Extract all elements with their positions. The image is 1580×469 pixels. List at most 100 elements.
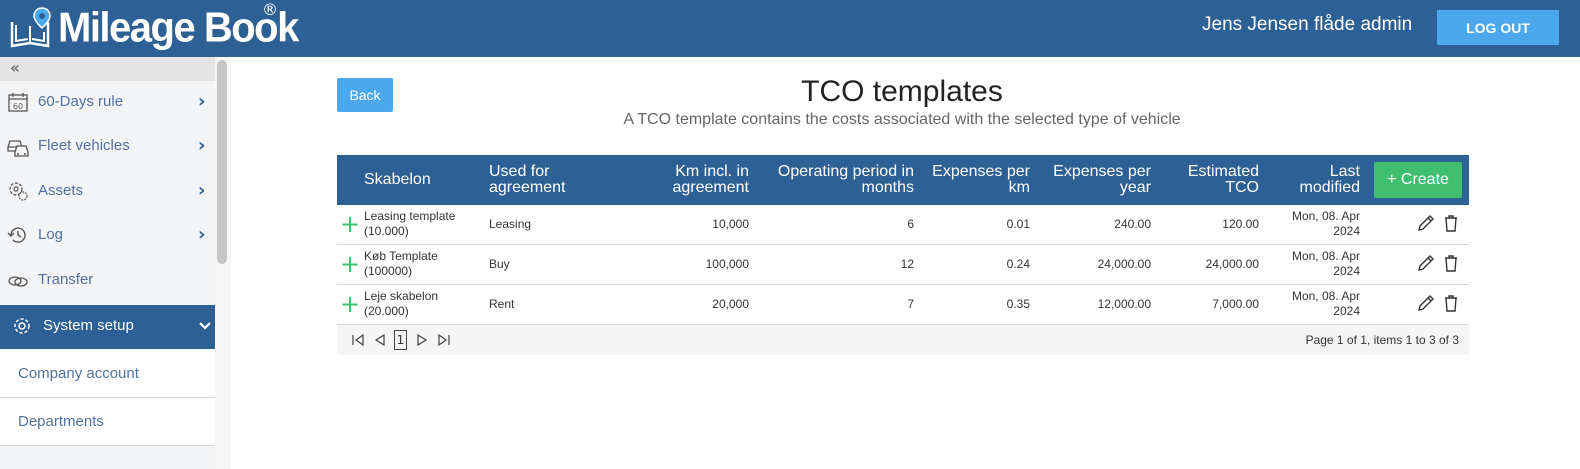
history-icon xyxy=(7,227,26,243)
cell-last-modified: Mon, 08. Apr 2024 xyxy=(1267,249,1360,279)
sidebar-item-fleet-vehicles[interactable]: Fleet vehicles › xyxy=(0,125,215,169)
header-line: TCO xyxy=(1225,179,1259,196)
table-row[interactable]: + Køb Template (100000) Buy 100,000 12 0… xyxy=(337,245,1469,285)
sidebar-item-system-setup[interactable]: System setup xyxy=(0,305,215,349)
header-line: agreement xyxy=(489,179,566,196)
edit-pencil-icon[interactable] xyxy=(1416,253,1436,273)
grid-header: Skabelon Used for agreement Km incl. in … xyxy=(337,155,1469,205)
double-chevron-left-icon: « xyxy=(10,58,20,77)
pager-info: Page 1 of 1, items 1 to 3 of 3 xyxy=(1305,333,1459,347)
sidebar-item-label: Fleet vehicles xyxy=(38,137,130,154)
header-line: agreement xyxy=(672,179,750,196)
back-button[interactable]: Back xyxy=(337,78,393,112)
cell-expenses-km: 0.24 xyxy=(1006,257,1030,271)
sidebar: « 60 60-Days rule › Fleet vehicles › Ass… xyxy=(0,57,231,469)
sidebar-item-label: Transfer xyxy=(38,271,94,288)
date-line: 2024 xyxy=(1333,224,1360,238)
table-row[interactable]: + Leasing template (10.000) Leasing 10,0… xyxy=(337,205,1469,245)
cell-used-for: Rent xyxy=(489,297,515,311)
edit-pencil-icon[interactable] xyxy=(1416,293,1436,313)
logout-button[interactable]: LOG OUT xyxy=(1437,10,1559,45)
date-line: 2024 xyxy=(1333,264,1360,278)
cell-expenses-year: 12,000.00 xyxy=(1097,297,1151,311)
column-header-used-for[interactable]: Used for agreement xyxy=(489,164,566,196)
cell-used-for: Leasing xyxy=(489,217,532,231)
header-line: Operating period in xyxy=(777,163,914,180)
sidebar-item-label: Log xyxy=(38,226,64,243)
sidebar-subitem-company-account[interactable]: Company account xyxy=(0,350,215,398)
expand-plus-icon[interactable]: + xyxy=(340,210,361,238)
first-page-icon[interactable] xyxy=(351,333,365,347)
sidebar-item-label: 60-Days rule xyxy=(38,93,124,110)
page-subtitle: A TCO template contains the costs associ… xyxy=(623,111,1181,128)
sidebar-item-label: System setup xyxy=(43,317,134,334)
calendar-60-icon: 60 xyxy=(8,93,28,112)
delete-trash-icon[interactable] xyxy=(1441,293,1461,313)
cell-estimated-tco: 24,000.00 xyxy=(1205,257,1259,271)
create-button[interactable]: + Create xyxy=(1374,162,1462,198)
column-header-last-modified[interactable]: Last modified xyxy=(1267,164,1360,196)
svg-text:60: 60 xyxy=(13,102,23,111)
chevron-right-icon: › xyxy=(198,180,206,201)
gear-icon xyxy=(14,318,30,334)
sidebar-item-transfer[interactable]: Transfer xyxy=(0,259,215,303)
header-line: Used for xyxy=(489,163,550,180)
name-line: Leasing template xyxy=(364,209,456,223)
sidebar-subitem-label: Departments xyxy=(18,413,104,430)
column-header-estimated-tco[interactable]: Estimated TCO xyxy=(1159,164,1259,196)
cell-last-modified: Mon, 08. Apr 2024 xyxy=(1267,289,1360,319)
expand-plus-icon[interactable]: + xyxy=(340,290,361,318)
cell-template-name: Leasing template (10.000) xyxy=(364,209,455,239)
name-line: Køb Template xyxy=(364,249,438,263)
sidebar-item-assets[interactable]: Assets › xyxy=(0,170,215,214)
sidebar-item-60-days-rule[interactable]: 60 60-Days rule › xyxy=(0,81,215,125)
chevron-right-icon: › xyxy=(198,224,206,245)
delete-trash-icon[interactable] xyxy=(1441,253,1461,273)
sidebar-subitem-departments[interactable]: Departments xyxy=(0,398,215,446)
user-name: Jens Jensen flåde admin xyxy=(1202,14,1413,35)
cell-expenses-km: 0.35 xyxy=(1006,297,1030,311)
delete-trash-icon[interactable] xyxy=(1441,213,1461,233)
edit-pencil-icon[interactable] xyxy=(1416,213,1436,233)
table-row[interactable]: + Leje skabelon (20.000) Rent 20,000 7 0… xyxy=(337,285,1469,325)
column-header-operating-period[interactable]: Operating period in months xyxy=(757,164,914,196)
header-line: months xyxy=(861,179,914,196)
header-line: km xyxy=(1008,179,1030,196)
cell-months: 7 xyxy=(907,297,914,311)
column-header-skabelon[interactable]: Skabelon xyxy=(364,171,431,188)
column-header-km[interactable]: Km incl. in agreement xyxy=(649,163,750,196)
chevron-right-icon: › xyxy=(198,91,206,112)
sidebar-collapse-button[interactable]: « xyxy=(0,57,215,81)
registered-mark: ® xyxy=(262,0,278,19)
sidebar-scroll-thumb[interactable] xyxy=(217,60,227,264)
header-line: Km incl. in xyxy=(675,163,749,180)
cell-estimated-tco: 7,000.00 xyxy=(1212,297,1259,311)
column-header-expenses-km[interactable]: Expenses per km xyxy=(922,164,1030,196)
next-page-icon[interactable] xyxy=(415,333,429,347)
header-line: modified xyxy=(1299,179,1360,196)
chevron-right-icon: › xyxy=(198,135,206,156)
name-line: (100000) xyxy=(364,264,413,278)
cell-expenses-km: 0.01 xyxy=(1006,217,1030,231)
expand-plus-icon[interactable]: + xyxy=(340,250,361,278)
last-page-icon[interactable] xyxy=(437,333,451,347)
cell-months: 6 xyxy=(907,217,914,231)
sidebar-item-log[interactable]: Log › xyxy=(0,214,215,258)
cell-km: 10,000 xyxy=(712,217,749,231)
cell-used-for: Buy xyxy=(489,257,510,271)
pager: 1 Page 1 of 1, items 1 to 3 of 3 xyxy=(337,325,1469,355)
top-bar: Mileage Book ® Jens Jensen flåde admin L… xyxy=(0,0,1580,57)
cell-km: 100,000 xyxy=(705,257,749,271)
cell-km: 20,000 xyxy=(712,297,749,311)
cell-months: 12 xyxy=(900,257,914,271)
column-header-expenses-year[interactable]: Expenses per year xyxy=(1042,164,1151,196)
header-line: Last xyxy=(1329,163,1360,180)
name-line: (10.000) xyxy=(364,224,409,238)
app-logo[interactable]: Mileage Book xyxy=(10,4,299,52)
prev-page-icon[interactable] xyxy=(373,333,387,347)
page-title: TCO templates xyxy=(801,75,1003,108)
name-line: (20.000) xyxy=(364,304,409,318)
page-number-current[interactable]: 1 xyxy=(394,330,407,350)
date-line: Mon, 08. Apr xyxy=(1291,289,1360,303)
cell-expenses-year: 24,000.00 xyxy=(1097,257,1151,271)
